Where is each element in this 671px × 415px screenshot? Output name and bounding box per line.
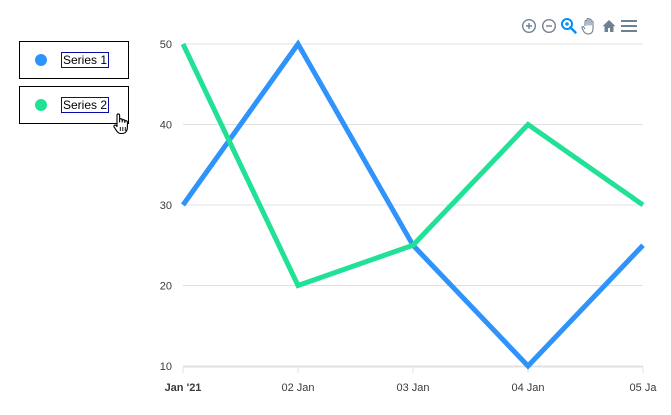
legend-label-series-1: Series 1: [61, 52, 110, 68]
legend-label-series-2: Series 2: [61, 97, 110, 113]
y-tick-label: 10: [160, 361, 172, 373]
y-tick-label: 50: [160, 39, 172, 51]
chart-toolbar: [519, 16, 639, 36]
y-tick-label: 30: [160, 200, 172, 212]
legend-item-series-1[interactable]: Series 1: [19, 41, 129, 79]
x-tick-label: 02 Jan: [281, 382, 314, 394]
hand-cursor-icon: [113, 113, 128, 135]
x-tick-label: Jan '21: [165, 382, 202, 394]
legend-marker-series-1: [35, 54, 47, 66]
x-tick-label: 05 Ja: [630, 382, 658, 394]
menu-icon[interactable]: [619, 16, 639, 36]
x-axis: Jan '21 02 Jan 03 Jan 04 Jan 05 Ja: [165, 366, 658, 394]
y-tick-label: 20: [160, 281, 172, 293]
series-line-2: [180, 42, 645, 289]
legend-marker-series-2: [35, 99, 47, 111]
home-reset-icon[interactable]: [599, 16, 619, 36]
zoom-in-icon[interactable]: [519, 16, 539, 36]
y-tick-label: 40: [160, 120, 172, 132]
series-lines: [180, 39, 645, 370]
y-axis: 10 20 30 40 50: [160, 39, 172, 373]
zoom-out-icon[interactable]: [539, 16, 559, 36]
legend-item-series-2[interactable]: Series 2: [19, 86, 129, 124]
x-tick-label: 03 Jan: [396, 382, 429, 394]
x-tick-label: 04 Jan: [511, 382, 544, 394]
pan-hand-icon[interactable]: [579, 16, 599, 36]
selection-zoom-icon[interactable]: [559, 16, 579, 36]
